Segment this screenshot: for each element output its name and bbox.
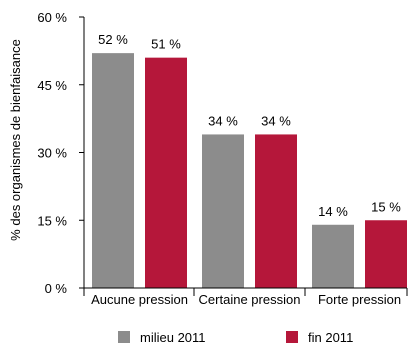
y-axis: 0 % 15 % 30 % 45 % 60 % [37, 10, 84, 296]
data-label: 51 % [151, 37, 181, 52]
data-label: 34 % [261, 113, 291, 128]
bar [202, 134, 244, 288]
y-tick-label: 45 % [37, 78, 67, 93]
data-label: 14 % [318, 204, 348, 219]
y-tick-label: 0 % [45, 281, 68, 296]
legend: milieu 2011 fin 2011 [118, 330, 353, 345]
legend-label: milieu 2011 [140, 330, 206, 345]
bar [365, 220, 407, 288]
bar [312, 225, 354, 288]
category-labels: Aucune pression Certaine pression Forte pr… [84, 288, 407, 307]
bar [92, 53, 134, 288]
category-label: Aucune pression [91, 292, 188, 307]
y-axis-label: % des organismes de bienfaisance [8, 39, 23, 241]
data-label: 34 % [208, 113, 238, 128]
legend-swatch [286, 331, 298, 343]
y-tick-label: 60 % [37, 10, 67, 25]
category-label: Forte pression [318, 292, 401, 307]
bar [255, 134, 297, 288]
data-label: 52 % [98, 32, 128, 47]
legend-swatch [118, 331, 130, 343]
bars: 52 % 51 % 34 % 34 % 14 % 15 % [92, 32, 407, 288]
y-tick-label: 30 % [37, 146, 67, 161]
y-tick-label: 15 % [37, 213, 67, 228]
legend-label: fin 2011 [308, 330, 353, 345]
category-label: Certaine pression [199, 292, 301, 307]
data-label: 15 % [371, 199, 401, 214]
bar [145, 58, 187, 288]
